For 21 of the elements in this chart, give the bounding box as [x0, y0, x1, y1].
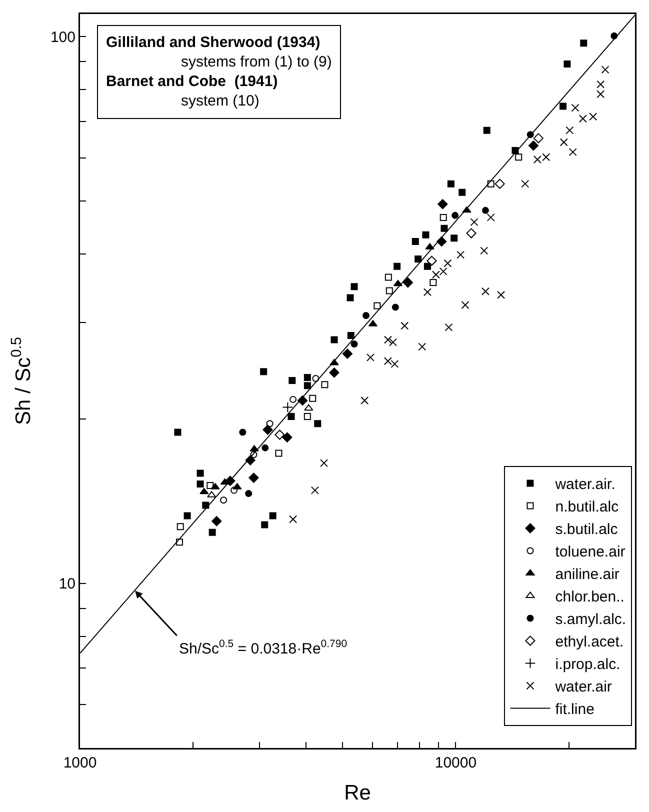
legend-label: ethyl.acet.	[555, 634, 624, 651]
legend-label: s.amyl.alc.	[555, 611, 626, 628]
annotation: systems from (1) to (9)	[106, 54, 332, 70]
legend-label: i.prop.alc.	[555, 656, 620, 674]
x-tick-label: 1000	[63, 754, 97, 772]
annotation: Gilliland and Sherwood (1934)	[106, 34, 320, 51]
legend-label: water.air.	[554, 476, 616, 494]
y-tick-label: 100	[50, 28, 76, 46]
legend-label: s.butil.alc	[555, 521, 618, 538]
x-tick-label: 10000	[434, 754, 477, 772]
legend-label: toluene.air	[555, 544, 626, 561]
legend-label: chlor.ben..	[555, 588, 624, 606]
legend-label: aniline.air	[555, 566, 620, 584]
legend-label: fit.line	[555, 701, 594, 718]
y-tick-label: 10	[58, 576, 76, 593]
x-axis-title: Re	[344, 781, 371, 804]
annotation: Barnet and Cobe (1941)	[106, 73, 278, 90]
annotation: system (10)	[106, 92, 260, 110]
legend-label: n.butil.alc	[555, 498, 620, 516]
annotation: Sh/Sc$^{0.5}$ = 0.0318·Re$^{0.790}$	[179, 638, 348, 658]
legend-label: water.air	[554, 678, 612, 696]
